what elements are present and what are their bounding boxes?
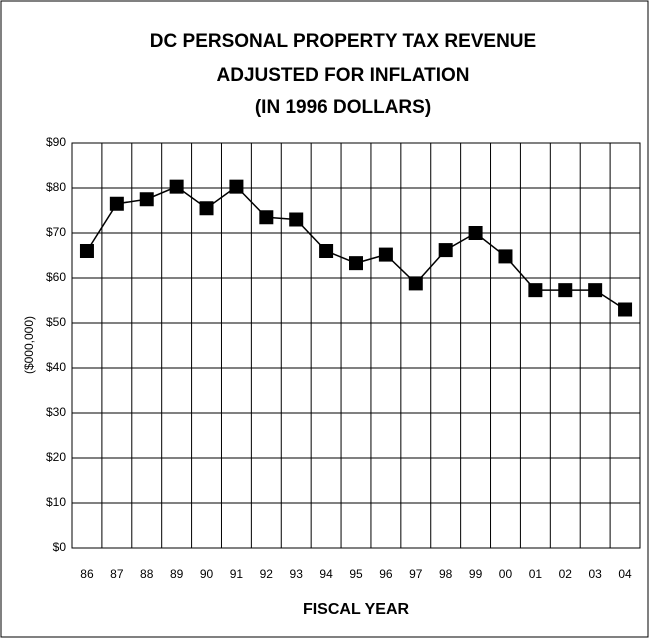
x-tick-label: 91 xyxy=(230,567,244,581)
x-axis-title: FISCAL YEAR xyxy=(303,601,410,618)
x-tick-label: 88 xyxy=(140,567,154,581)
chart-title: DC PERSONAL PROPERTY TAX REVENUE xyxy=(150,31,536,52)
chart-title: (IN 1996 DOLLARS) xyxy=(255,97,431,118)
marker xyxy=(349,256,363,271)
x-tick-label: 96 xyxy=(379,567,393,581)
y-tick-label: $30 xyxy=(46,405,66,419)
marker xyxy=(289,212,304,227)
x-tick-label: 00 xyxy=(499,567,513,581)
x-tick-label: 01 xyxy=(529,567,543,581)
x-tick-label: 98 xyxy=(439,567,453,581)
y-tick-label: $60 xyxy=(46,270,66,284)
marker xyxy=(229,179,244,194)
marker xyxy=(259,210,274,225)
y-tick-label: $90 xyxy=(46,135,66,149)
x-tick-label: 95 xyxy=(349,567,363,581)
marker xyxy=(528,283,543,298)
marker xyxy=(618,302,633,317)
marker xyxy=(109,196,124,211)
y-axis-title: ($000,000) xyxy=(22,316,36,374)
x-tick-label: 03 xyxy=(588,567,602,581)
marker xyxy=(169,179,184,194)
marker xyxy=(408,276,423,291)
marker xyxy=(139,192,154,207)
y-tick-label: $50 xyxy=(46,315,66,329)
x-tick-label: 86 xyxy=(80,567,94,581)
y-tick-label: $80 xyxy=(46,180,66,194)
x-tick-label: 90 xyxy=(200,567,214,581)
x-tick-label: 02 xyxy=(559,567,573,581)
chart-title: ADJUSTED FOR INFLATION xyxy=(217,65,470,86)
marker xyxy=(558,283,573,298)
x-tick-label: 87 xyxy=(110,567,124,581)
x-tick-label: 94 xyxy=(319,567,333,581)
plot-area xyxy=(71,142,641,549)
marker xyxy=(588,283,603,298)
marker xyxy=(438,243,453,258)
x-tick-label: 89 xyxy=(170,567,184,581)
marker xyxy=(319,244,334,258)
marker xyxy=(498,249,513,264)
x-tick-label: 97 xyxy=(409,567,423,581)
x-tick-label: 04 xyxy=(618,567,632,581)
y-tick-label: $40 xyxy=(46,360,66,374)
y-tick-label: $70 xyxy=(46,225,66,239)
y-tick-label: $10 xyxy=(46,495,66,509)
y-tick-label: $20 xyxy=(46,450,66,464)
marker xyxy=(378,247,393,262)
x-tick-label: 93 xyxy=(290,567,304,581)
marker xyxy=(79,244,94,258)
y-tick-label: $0 xyxy=(53,540,67,554)
x-tick-label: 92 xyxy=(260,567,274,581)
marker xyxy=(199,201,214,216)
x-tick-label: 99 xyxy=(469,567,483,581)
marker xyxy=(468,226,483,240)
